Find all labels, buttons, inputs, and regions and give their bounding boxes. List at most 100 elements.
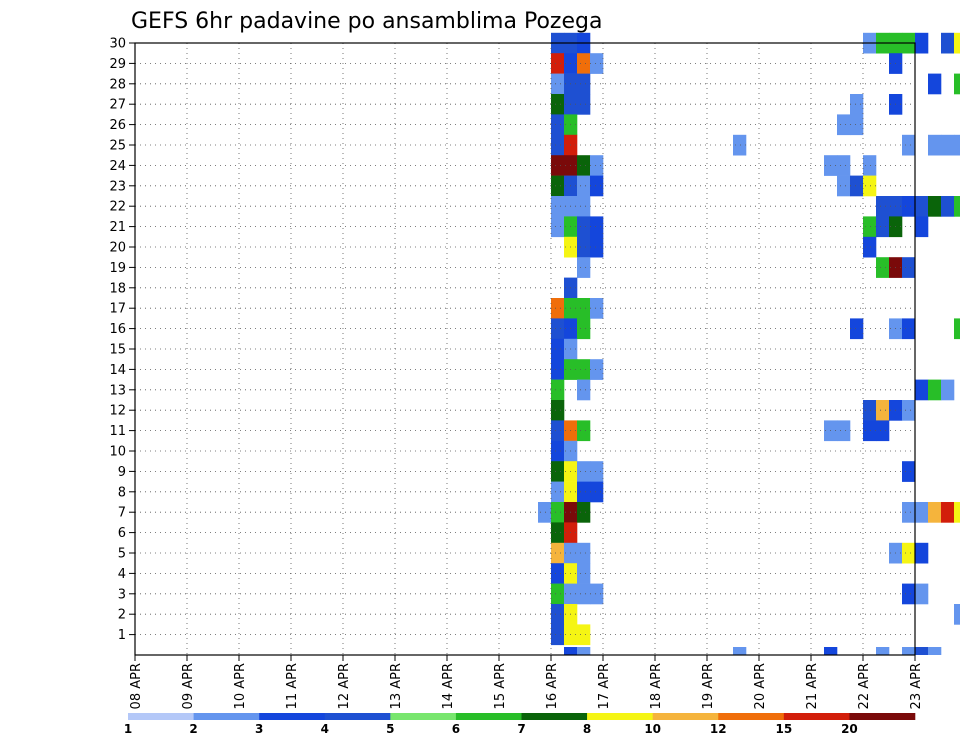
- colorbar-swatch: [783, 713, 850, 720]
- heatmap-cell: [928, 379, 942, 401]
- heatmap-cell: [551, 400, 565, 421]
- heatmap-cell: [941, 502, 955, 523]
- x-tick-label: 12 APR: [337, 663, 352, 709]
- heatmap-cell: [577, 542, 591, 564]
- heatmap-cell: [863, 216, 877, 238]
- heatmap-cell: [577, 647, 591, 655]
- heatmap-cell: [577, 216, 591, 238]
- heatmap-cell: [954, 502, 960, 523]
- heatmap-cell: [902, 196, 916, 217]
- heatmap-cell: [902, 318, 916, 340]
- y-tick-label: 16: [109, 322, 126, 337]
- y-tick-label: 19: [109, 261, 126, 276]
- heatmap-cell: [954, 318, 960, 340]
- heatmap-cell: [551, 155, 565, 176]
- heatmap-cell: [850, 318, 864, 340]
- heatmap-cell: [928, 73, 942, 95]
- x-tick-label: 14 APR: [441, 663, 456, 709]
- x-tick-label: 18 APR: [649, 663, 664, 709]
- x-tick-label: 15 APR: [493, 663, 508, 709]
- heatmap-cell: [590, 53, 604, 74]
- heatmap-cell: [551, 461, 565, 482]
- heatmap-cell: [551, 481, 565, 503]
- heatmap-cell: [551, 624, 565, 646]
- heatmap-cell: [577, 379, 591, 401]
- heatmap-cell: [564, 647, 578, 655]
- heatmap-cell: [902, 583, 916, 605]
- heatmap-cell: [577, 481, 591, 503]
- y-tick-label: 18: [109, 281, 126, 296]
- heatmap-cell: [941, 379, 955, 401]
- heatmap-cell: [551, 73, 565, 95]
- heatmap-cell: [590, 583, 604, 605]
- colorbar-tick-label: 5: [386, 722, 394, 736]
- heatmap-cell: [837, 155, 851, 176]
- colorbar-tick-label: 15: [775, 722, 792, 736]
- y-tick-label: 9: [118, 465, 126, 480]
- heatmap-cell: [577, 236, 591, 258]
- y-tick-label: 11: [109, 424, 126, 439]
- colorbar-swatch: [193, 713, 260, 720]
- heatmap-cell: [551, 134, 565, 156]
- heatmap-cell: [551, 379, 565, 401]
- y-tick-label: 8: [118, 485, 126, 500]
- heatmap-cell: [733, 647, 747, 655]
- heatmap-cell: [837, 114, 851, 136]
- heatmap-cell: [824, 647, 838, 655]
- x-tick-label: 08 APR: [129, 663, 144, 709]
- x-tick-label: 11 APR: [285, 663, 300, 709]
- x-tick-label: 23 APR: [909, 663, 924, 709]
- y-tick-label: 30: [109, 37, 126, 52]
- heatmap-cell: [551, 298, 565, 319]
- heatmap-cell: [954, 73, 960, 95]
- y-tick-label: 25: [109, 139, 126, 154]
- x-tick-label: 16 APR: [545, 663, 560, 709]
- heatmap-cell: [577, 175, 591, 197]
- heatmap-cell: [915, 502, 929, 523]
- heatmap-cell: [551, 318, 565, 340]
- colorbar-tick-label: 1: [124, 722, 132, 736]
- heatmap-cell: [551, 338, 565, 360]
- heatmap-cell: [551, 114, 565, 136]
- heatmap-cell: [577, 502, 591, 523]
- colorbar-swatch: [128, 713, 194, 720]
- heatmap-cell: [590, 175, 604, 197]
- y-tick-label: 15: [109, 343, 126, 358]
- heatmap-cell: [577, 257, 591, 278]
- heatmap-cell: [551, 583, 565, 605]
- heatmap-cell: [915, 647, 929, 655]
- heatmap-cell: [915, 379, 929, 401]
- cell-layer: [538, 32, 960, 655]
- x-tick-label: 19 APR: [701, 663, 716, 709]
- grid-layer: [135, 42, 915, 655]
- y-tick-label: 22: [109, 200, 126, 215]
- colorbar-swatch: [324, 713, 391, 720]
- heatmap-cell: [876, 420, 890, 442]
- heatmap-cell: [577, 298, 591, 319]
- heatmap-cell: [577, 359, 591, 380]
- colorbar-tick-label: 6: [452, 722, 460, 736]
- y-tick-label: 29: [109, 57, 126, 72]
- heatmap-cell: [850, 94, 864, 115]
- heatmap-cell: [577, 53, 591, 74]
- heatmap-cell: [837, 175, 851, 197]
- heatmap-cell: [850, 175, 864, 197]
- heatmap-cell: [954, 604, 960, 625]
- heatmap-cell: [551, 216, 565, 238]
- heatmap-cell: [915, 32, 929, 54]
- heatmap-cell: [863, 400, 877, 421]
- heatmap-cell: [590, 298, 604, 319]
- y-tick-label: 21: [109, 220, 126, 235]
- heatmap-cell: [538, 502, 552, 523]
- heatmap-cell: [551, 196, 565, 217]
- x-tick-label: 20 APR: [753, 663, 768, 709]
- y-tick-label: 10: [109, 445, 126, 460]
- heatmap-cell: [733, 134, 747, 156]
- colorbar-tick-label: 7: [517, 722, 525, 736]
- heatmap-cell: [590, 481, 604, 503]
- heatmap-cell: [577, 73, 591, 95]
- x-tick-label: 21 APR: [805, 663, 820, 709]
- heatmap-cell: [941, 196, 955, 217]
- heatmap-cell: [551, 420, 565, 442]
